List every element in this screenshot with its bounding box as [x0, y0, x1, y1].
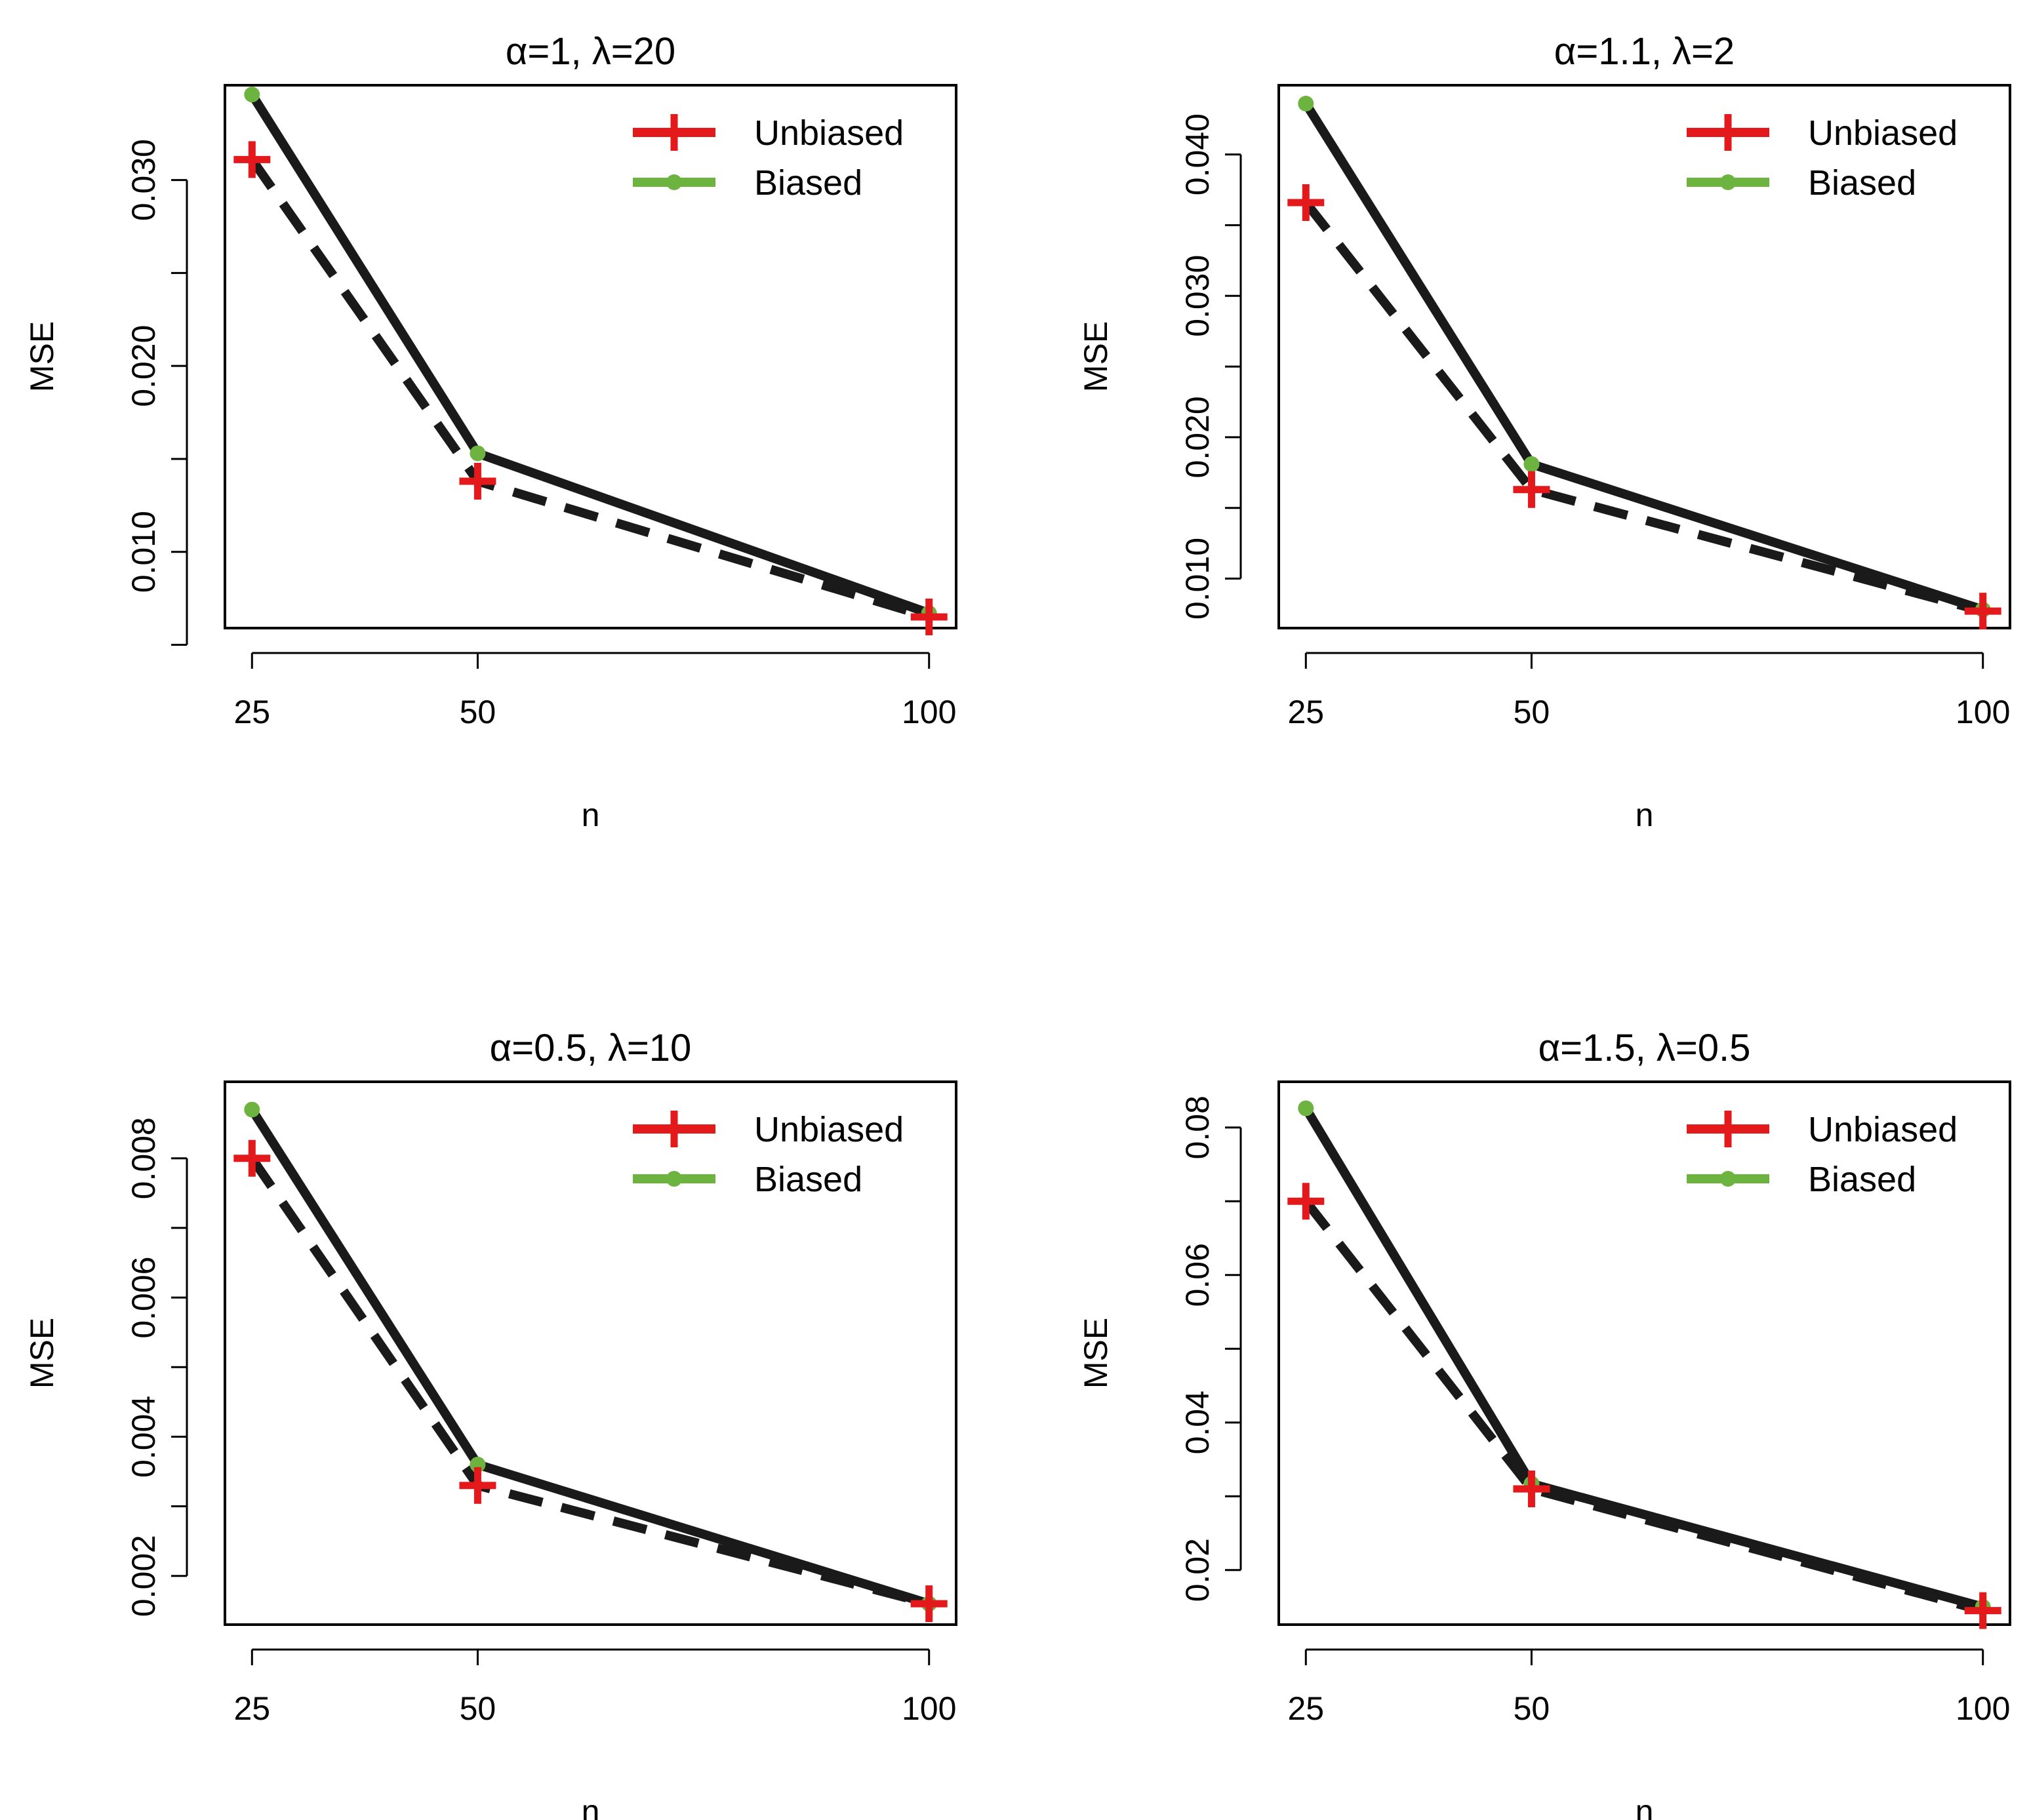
- unbiased-point: [1287, 1183, 1325, 1220]
- y-tick-label: 0.06: [1179, 1243, 1216, 1307]
- legend-biased-label: Biased: [1808, 1160, 1916, 1199]
- unbiased-point: [1287, 184, 1325, 221]
- y-tick-label: 0.008: [125, 1117, 162, 1199]
- x-tick-label: 50: [1514, 694, 1550, 730]
- y-axis-label: MSE: [1077, 321, 1114, 392]
- y-axis-label: MSE: [24, 321, 60, 392]
- y-axis-label: MSE: [24, 1318, 60, 1389]
- biased-point: [244, 1101, 260, 1118]
- x-tick-label: 25: [233, 694, 270, 730]
- unbiased-point: [1964, 1592, 2001, 1629]
- unbiased-series-line: [248, 1155, 931, 1608]
- legend: Unbiased Biased: [1687, 1110, 1958, 1199]
- chart-panel-2: α=1.1, λ=2 25 50 100 n 0.010 0.020 0.030 0.040 MS…: [1077, 30, 2011, 833]
- plot-frame: [224, 84, 957, 629]
- legend-unbiased-marker: [656, 114, 693, 151]
- y-tick-label: 0.030: [125, 139, 162, 221]
- legend-unbiased-marker: [1710, 114, 1746, 151]
- legend: Unbiased Biased: [1687, 113, 1958, 203]
- chart-title: α=1, λ=20: [506, 30, 675, 73]
- unbiased-point: [233, 1139, 271, 1177]
- legend-unbiased-marker: [1710, 1111, 1746, 1147]
- x-tick-label: 50: [460, 694, 496, 730]
- y-tick-label: 0.040: [1179, 113, 1216, 195]
- x-tick-label: 100: [902, 694, 956, 730]
- plot-frame: [1277, 84, 2011, 629]
- biased-point: [244, 87, 260, 103]
- unbiased-point: [910, 598, 948, 635]
- x-tick-label: 25: [1287, 694, 1324, 730]
- chart-title: α=0.5, λ=10: [490, 1027, 692, 1069]
- biased-point: [1523, 456, 1540, 472]
- y-tick-label: 0.030: [1179, 255, 1216, 337]
- plot-frame: [1277, 1080, 2011, 1626]
- x-tick-label: 25: [233, 1690, 270, 1727]
- x-tick-label: 100: [1956, 694, 2010, 730]
- legend-biased-marker: [666, 1171, 682, 1187]
- legend-unbiased-label: Unbiased: [754, 113, 904, 153]
- unbiased-point: [233, 141, 271, 178]
- unbiased-point: [1964, 593, 2001, 630]
- biased-point: [470, 1456, 486, 1473]
- unbiased-point: [910, 1585, 948, 1623]
- legend-biased-marker: [1720, 174, 1736, 190]
- biased-point: [1298, 1100, 1314, 1117]
- chart-panel-4: α=1.5, λ=0.5 25 50 100 n 0.02 0.04 0.06 0.08 MSE U…: [1077, 1027, 2011, 1820]
- x-axis-label: n: [582, 797, 600, 833]
- chart-title: α=1.5, λ=0.5: [1538, 1027, 1751, 1069]
- y-tick-label: 0.010: [125, 511, 162, 593]
- x-tick-label: 25: [1287, 1690, 1324, 1727]
- x-tick-label: 100: [902, 1690, 956, 1727]
- unbiased-point: [459, 462, 496, 500]
- unbiased-point: [1513, 471, 1550, 508]
- x-tick-label: 100: [1956, 1690, 2010, 1727]
- legend-biased-marker: [1720, 1171, 1736, 1187]
- chart-title: α=1.1, λ=2: [1554, 30, 1735, 73]
- unbiased-series-line: [1302, 199, 1984, 616]
- y-tick-label: 0.08: [1179, 1096, 1216, 1159]
- y-tick-label: 0.010: [1179, 538, 1216, 620]
- x-tick-label: 50: [460, 1690, 496, 1727]
- legend-biased-label: Biased: [1808, 163, 1916, 203]
- x-axis-label: n: [1636, 797, 1654, 833]
- legend-unbiased-label: Unbiased: [754, 1110, 904, 1149]
- legend-biased-marker: [666, 174, 682, 190]
- legend: Unbiased Biased: [633, 1110, 904, 1199]
- y-tick-label: 0.020: [125, 325, 162, 407]
- x-axis-label: n: [1636, 1793, 1654, 1820]
- y-tick-label: 0.004: [125, 1396, 162, 1478]
- y-tick-label: 0.002: [125, 1535, 162, 1617]
- chart-panel-1: α=1, λ=20 25 50 100 n 0.010 0.020 0.030 MSE Unbia…: [24, 30, 957, 833]
- x-tick-label: 50: [1514, 1690, 1550, 1727]
- x-axis-label: n: [582, 1793, 600, 1820]
- legend: Unbiased Biased: [633, 113, 904, 203]
- chart-panel-3: α=0.5, λ=10 25 50 100 n 0.002 0.004 0.006 0.008 M…: [24, 1027, 957, 1820]
- legend-biased-label: Biased: [754, 1160, 862, 1199]
- y-tick-label: 0.02: [1179, 1538, 1216, 1602]
- legend-unbiased-label: Unbiased: [1808, 1110, 1958, 1149]
- unbiased-series-line: [248, 157, 931, 622]
- legend-biased-label: Biased: [754, 163, 862, 203]
- unbiased-point: [459, 1467, 496, 1504]
- y-tick-label: 0.04: [1179, 1391, 1216, 1454]
- y-tick-label: 0.006: [125, 1257, 162, 1339]
- biased-point: [1298, 96, 1314, 112]
- y-axis-label: MSE: [1077, 1318, 1114, 1389]
- plot-frame: [224, 1080, 957, 1626]
- biased-point: [470, 445, 486, 462]
- unbiased-point: [1513, 1471, 1550, 1507]
- legend-unbiased-marker: [656, 1111, 693, 1147]
- y-tick-label: 0.020: [1179, 396, 1216, 478]
- unbiased-series-line: [1302, 1198, 1984, 1615]
- legend-unbiased-label: Unbiased: [1808, 113, 1958, 153]
